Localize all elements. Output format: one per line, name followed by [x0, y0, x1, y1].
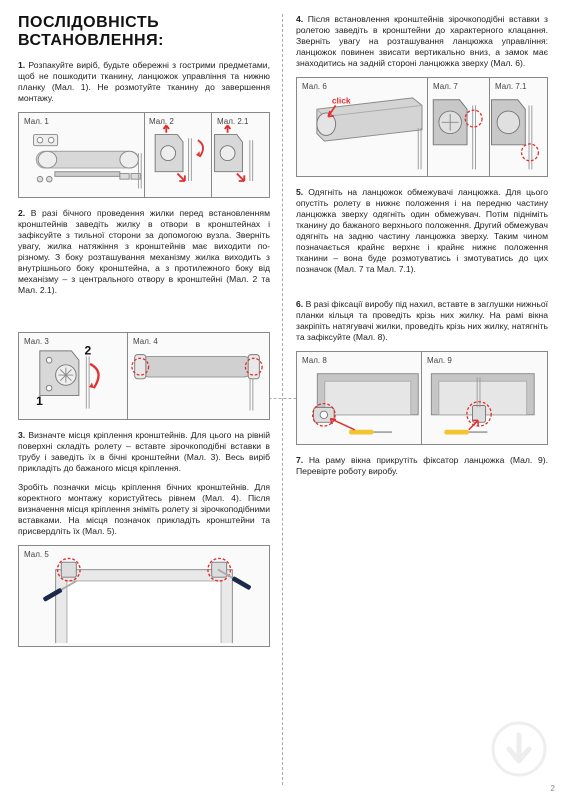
fig-label-3: Мал. 3	[24, 337, 49, 346]
fig-label-71: Мал. 7.1	[495, 82, 526, 91]
fig-label-1: Мал. 1	[24, 117, 49, 126]
watermark-icon	[491, 721, 547, 777]
figure-row-1-2: Мал. 1 Мал. 2 Мал. 2.1	[18, 112, 270, 198]
figure-6-7-svg: click	[300, 81, 544, 173]
step-3b-text: Зробіть позначки місць кріплення бічних …	[18, 482, 270, 537]
step-4-text: 4. Після встановлення кронштейнів зірочк…	[296, 14, 548, 69]
figure-8-9-svg	[300, 355, 544, 441]
fig-label-21: Мал. 2.1	[217, 117, 248, 126]
fig-label-4: Мал. 4	[133, 337, 158, 346]
step-6-text: 6. В разі фіксації виробу під нахил, вст…	[296, 299, 548, 343]
left-column: ПОСЛІДОВНІСТЬ ВСТАНОВЛЕННЯ: 1. Розпакуйт…	[18, 14, 270, 657]
fig-label-7: Мал. 7	[433, 82, 458, 91]
instruction-page: ПОСЛІДОВНІСТЬ ВСТАНОВЛЕННЯ: 1. Розпакуйт…	[0, 0, 565, 799]
fig-label-2: Мал. 2	[149, 117, 174, 126]
click-label: click	[332, 96, 351, 106]
figure-5-svg	[22, 549, 266, 643]
figure-row-8-9: Мал. 8 Мал. 9	[296, 351, 548, 445]
right-column: 4. Після встановлення кронштейнів зірочк…	[296, 14, 548, 485]
step-5-text: 5. Одягніть на ланцюжок обмежувачі ланцю…	[296, 187, 548, 275]
fig-label-8: Мал. 8	[302, 356, 327, 365]
vertical-divider	[282, 14, 283, 785]
svg-text:2: 2	[84, 344, 91, 358]
fig-label-6: Мал. 6	[302, 82, 327, 91]
figure-3-4-svg: 1 2	[22, 336, 266, 416]
figure-row-6-7: Мал. 6 Мал. 7 Мал. 7.1 click	[296, 77, 548, 177]
fig-label-5: Мал. 5	[24, 550, 49, 559]
step-2-text: 2. В разі бічного проведення жилки перед…	[18, 208, 270, 296]
step-1-text: 1. Розпакуйте виріб, будьте обережні з г…	[18, 60, 270, 104]
figure-row-3-4: Мал. 3 Мал. 4 1 2	[18, 332, 270, 420]
page-title: ПОСЛІДОВНІСТЬ ВСТАНОВЛЕННЯ:	[18, 14, 270, 50]
step-3a-text: 3. Визначте місця кріплення кронштейнів.…	[18, 430, 270, 474]
step-7-text: 7. На раму вікна прикрутіть фіксатор лан…	[296, 455, 548, 477]
fig-label-9: Мал. 9	[427, 356, 452, 365]
page-number: 2	[551, 784, 555, 793]
figure-row-5: Мал. 5	[18, 545, 270, 647]
svg-text:1: 1	[36, 394, 43, 408]
